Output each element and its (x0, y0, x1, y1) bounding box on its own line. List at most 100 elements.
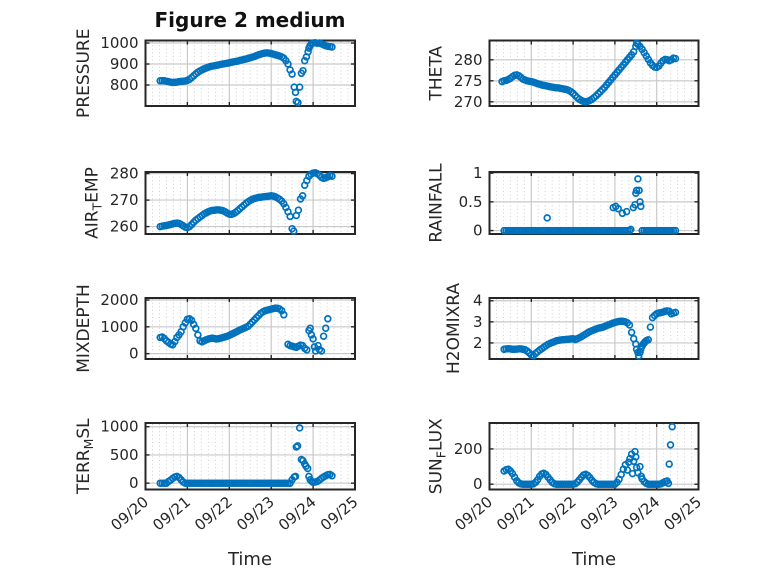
data-point (321, 324, 330, 332)
plot-box (144, 297, 356, 360)
y-tick-label: 1 (473, 164, 483, 182)
y-tick-label: 0 (473, 222, 483, 240)
data-point (665, 460, 673, 468)
data-point (295, 83, 304, 91)
tick-marks (488, 40, 700, 106)
data-point (625, 321, 634, 329)
y-tick-label: 500 (110, 446, 139, 464)
y-tick-label: 200 (454, 440, 483, 458)
data-point (636, 198, 644, 206)
data-point (300, 56, 309, 65)
data-point (324, 315, 332, 323)
data-point (288, 70, 296, 78)
data-point (192, 324, 200, 333)
data-point (291, 88, 300, 97)
subplot-air-temp: 260 270 280 AIRTEMP (83, 165, 356, 239)
y-tick-label: 800 (110, 76, 139, 94)
data-point (671, 308, 680, 317)
data-point (635, 186, 643, 195)
y-axis-label-h2omixra: H2OMIXRA (444, 283, 464, 374)
x-tick-label: 09/22 (535, 493, 580, 535)
x-tick-label: 09/23 (577, 493, 622, 535)
data-point (290, 227, 298, 235)
subplot-rainfall: 0 0.5 1 RAINFALL (427, 163, 700, 243)
data-point (304, 48, 312, 56)
y-tick-label: 1000 (100, 418, 138, 436)
major-grid (489, 298, 699, 359)
data-point (627, 328, 636, 337)
data-point (671, 54, 680, 63)
y-tick-label: 3 (473, 313, 483, 331)
data-point (319, 332, 328, 340)
data-point (623, 466, 632, 474)
plot-box (488, 39, 700, 107)
data-point (280, 311, 288, 319)
data-point (666, 441, 675, 449)
plot-box (488, 422, 700, 491)
subplot-h2omixra: 2 3 4 H2OMIXRA (444, 283, 700, 374)
tick-marks (144, 40, 356, 106)
y-tick-label: 275 (454, 72, 483, 90)
data-point (636, 348, 644, 357)
x-axis-label-left: Time (227, 549, 273, 570)
y-tick-label: 2 (473, 334, 483, 352)
scatter-points (498, 39, 680, 106)
tick-marks (144, 298, 356, 359)
data-point (622, 207, 631, 216)
y-tick-label: 0 (129, 474, 139, 492)
data-point (634, 352, 643, 360)
data-point (543, 214, 551, 222)
y-axis-label-sun-flux: SUNFLUX (427, 418, 449, 494)
x-tick-label: 09/21 (493, 493, 538, 535)
y-axis-label-mixdepth: MIXDEPTH (74, 284, 94, 373)
data-point (328, 43, 336, 51)
subplot-theta: 270 275 280 THETA (427, 39, 700, 111)
data-point (632, 186, 641, 195)
y-tick-label: 1000 (100, 318, 138, 336)
plot-box (144, 422, 356, 491)
y-axis-label-terr-msl: TERRMSL (74, 418, 96, 495)
data-point (618, 209, 627, 218)
tick-marks (488, 172, 700, 234)
y-axis-label-air-temp: AIRTEMP (83, 167, 105, 239)
x-tick-label: 09/25 (317, 493, 362, 535)
x-axis-label-right: Time (571, 549, 617, 570)
y-tick-label: 270 (454, 93, 483, 111)
data-point (293, 442, 302, 450)
data-point (295, 424, 304, 432)
data-point (291, 472, 300, 481)
data-point (298, 192, 307, 200)
x-tick-label: 09/23 (233, 493, 278, 535)
y-axis-label-rainfall: RAINFALL (427, 163, 447, 243)
subplot-mixdepth: 0 1000 2000 MIXDEPTH (74, 284, 356, 373)
data-point (307, 331, 316, 339)
subplot-pressure: 800 900 1000 PRESSURE (74, 29, 356, 118)
data-point (634, 175, 642, 183)
data-point (303, 346, 311, 354)
data-point (632, 453, 640, 461)
x-tick-label: 09/21 (149, 493, 194, 535)
scatter-points (156, 39, 336, 107)
data-point (614, 204, 622, 213)
data-point (664, 479, 673, 488)
scatter-points (156, 169, 336, 235)
plot-box (488, 171, 700, 235)
scatter-points (156, 304, 332, 355)
data-point (306, 324, 314, 332)
data-point (309, 335, 317, 343)
y-tick-label: 260 (110, 218, 139, 236)
data-point (294, 206, 303, 214)
x-tick-label: 09/24 (619, 493, 664, 535)
data-point (646, 323, 655, 331)
major-grid (489, 172, 699, 234)
y-tick-label: 2000 (100, 291, 138, 309)
y-tick-label: 280 (110, 165, 139, 183)
y-axis-label-pressure: PRESSURE (74, 29, 94, 118)
data-point (668, 422, 676, 431)
y-tick-label: 0.5 (459, 193, 483, 211)
x-tick-label: 09/20 (107, 493, 152, 535)
y-axis-label-theta: THETA (427, 46, 447, 102)
scatter-points (500, 175, 680, 235)
